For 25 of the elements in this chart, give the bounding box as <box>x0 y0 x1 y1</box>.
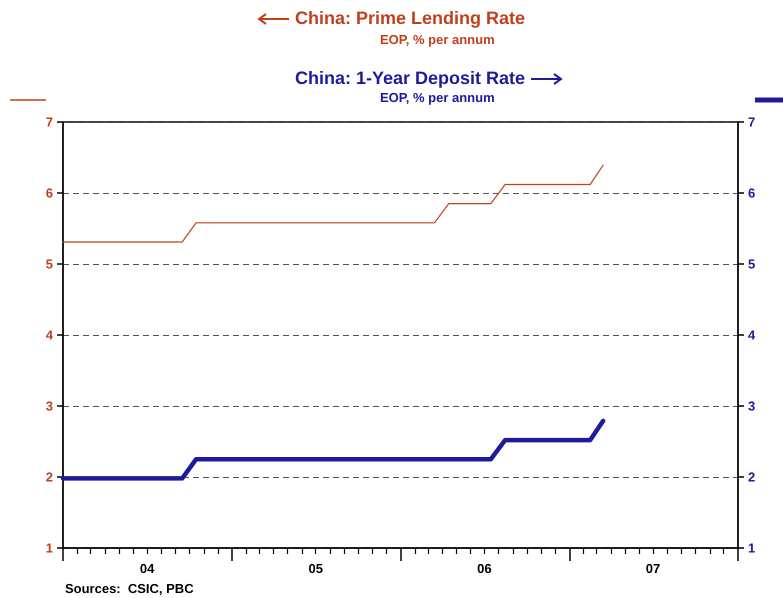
y2-tick-label: 1 <box>748 540 756 556</box>
legend-label: China: Prime Lending Rate <box>294 8 526 28</box>
x-tick-label: 05 <box>308 561 323 576</box>
x-tick-label: 04 <box>140 561 156 576</box>
line-series <box>62 164 604 243</box>
y2-tick-label: 2 <box>748 470 756 484</box>
y-tick-label: 3 <box>46 398 53 414</box>
y-tick-label: 2 <box>46 470 53 484</box>
text: China: 1-Year Deposit Rate <box>294 68 526 88</box>
y2-tick-label: 4 <box>748 328 756 342</box>
text: EOP, % per annum <box>380 32 495 47</box>
y2-tick-label: 5 <box>748 256 756 272</box>
y2-tick-label: 3 <box>748 398 756 414</box>
text: EOP, % per annum <box>380 90 495 105</box>
y-tick-label: 1 <box>46 540 53 556</box>
y-tick-label: 6 <box>46 186 53 200</box>
y2-tick-label: 6 <box>748 186 756 200</box>
y-tick-label: 4 <box>46 328 54 342</box>
line-series <box>60 418 606 481</box>
x-tick-label: 06 <box>477 561 492 576</box>
y-tick-label: 7 <box>46 114 53 130</box>
y-tick-label: 5 <box>46 256 53 272</box>
x-tick-label: 07 <box>646 561 660 576</box>
source-note: Sources: CSIC, PBC <box>65 581 194 596</box>
y2-tick-label: 7 <box>748 114 756 130</box>
